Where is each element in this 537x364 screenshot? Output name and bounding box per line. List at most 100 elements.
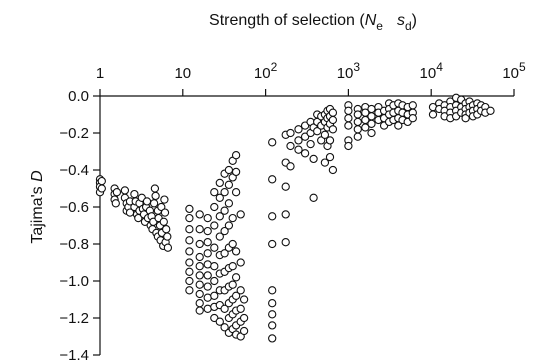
data-point-198 (328, 125, 338, 134)
data-point-90 (210, 291, 219, 300)
data-point-75 (203, 213, 212, 223)
y-ticks: 0.0 −0.2 −0.4 −0.6 −0.8 −1.0 −1.2 −1.4 (59, 88, 100, 364)
data-point-145 (239, 295, 249, 304)
data-points (95, 93, 495, 343)
data-point-151 (268, 239, 277, 249)
data-point-11 (120, 186, 130, 195)
data-point-92 (210, 313, 219, 323)
data-point-113 (224, 199, 234, 208)
data-point-173 (306, 139, 315, 149)
data-point-164 (286, 162, 295, 171)
data-point-55 (163, 243, 173, 252)
data-point-59 (185, 236, 194, 245)
data-point-142 (236, 304, 245, 313)
data-point-203 (344, 121, 353, 130)
data-point-134 (231, 273, 241, 282)
y-tick-label-5: −1.0 (59, 273, 89, 290)
data-point-131 (231, 167, 241, 177)
data-point-197 (328, 115, 338, 125)
data-point-106 (220, 249, 229, 258)
x-tick-label-5: 105 (502, 60, 526, 82)
data-point-207 (353, 110, 362, 119)
y-tick-label-2: −0.4 (59, 162, 89, 179)
data-point-110 (220, 323, 229, 332)
data-point-89 (210, 276, 219, 286)
data-point-161 (281, 238, 290, 247)
data-point-63 (185, 276, 194, 286)
data-point-199 (328, 165, 338, 175)
data-point-163 (286, 141, 295, 151)
y-tick-label-6: −1.2 (59, 310, 89, 327)
y-tick-label-4: −0.8 (59, 236, 89, 253)
data-point-165 (294, 125, 303, 134)
data-point-56 (185, 204, 194, 214)
data-point-140 (236, 258, 245, 267)
data-point-217 (367, 119, 376, 128)
y-tick-label-0: 0.0 (68, 88, 89, 105)
data-point-139 (236, 210, 245, 219)
data-point-64 (185, 286, 194, 295)
data-point-123 (228, 213, 237, 223)
data-point-81 (203, 282, 212, 291)
data-point-105 (220, 226, 229, 236)
data-point-196 (328, 108, 338, 117)
data-point-68 (195, 252, 204, 262)
data-point-104 (220, 206, 229, 215)
data-point-153 (268, 299, 277, 308)
data-point-80 (203, 271, 212, 280)
data-point-162 (286, 128, 295, 138)
data-point-49 (159, 217, 168, 226)
data-point-70 (195, 271, 204, 280)
data-point-71 (195, 280, 204, 289)
data-point-246 (428, 110, 438, 119)
data-point-69 (195, 262, 204, 271)
data-point-133 (231, 247, 241, 256)
data-point-175 (309, 154, 318, 164)
data-point-67 (195, 239, 204, 249)
data-point-176 (309, 193, 318, 202)
data-point-39 (151, 191, 160, 201)
data-point-195 (325, 152, 335, 162)
data-point-84 (210, 188, 219, 197)
x-tick-label-4: 104 (420, 60, 444, 82)
data-point-88 (210, 262, 219, 271)
data-point-126 (228, 280, 237, 289)
x-ticks: 1 10 102 103 104 105 (96, 60, 526, 96)
data-point-208 (353, 117, 362, 127)
data-point-280 (486, 106, 495, 115)
data-point-244 (408, 114, 417, 123)
x-tick-label-2: 102 (254, 60, 278, 82)
data-point-135 (231, 291, 241, 300)
data-point-201 (344, 106, 353, 115)
data-point-168 (300, 121, 310, 130)
data-point-185 (320, 130, 330, 139)
data-point-218 (367, 128, 376, 138)
data-point-149 (268, 175, 277, 184)
data-point-202 (344, 114, 353, 123)
y-tick-label-1: −0.2 (59, 125, 89, 142)
data-point-141 (236, 286, 245, 295)
x-tick-label-1: 10 (174, 65, 191, 82)
data-point-215 (367, 104, 376, 114)
data-point-5 (97, 184, 106, 193)
data-point-266 (461, 114, 470, 123)
data-point-101 (215, 317, 224, 326)
data-point-72 (195, 289, 204, 299)
data-point-109 (220, 304, 229, 313)
y-tick-label-7: −1.4 (59, 347, 89, 364)
data-point-242 (408, 101, 417, 110)
data-point-182 (317, 136, 326, 145)
data-point-30 (142, 197, 152, 206)
data-point-85 (210, 202, 219, 212)
data-point-46 (157, 202, 166, 212)
data-point-154 (268, 310, 277, 319)
data-point-155 (268, 321, 277, 330)
data-point-87 (210, 243, 219, 252)
data-point-124 (228, 239, 237, 249)
data-point-210 (353, 132, 362, 141)
x-tick-label-0: 1 (96, 65, 104, 82)
data-point-216 (367, 112, 376, 121)
data-point-130 (231, 151, 241, 160)
data-point-4 (97, 176, 106, 186)
data-point-18 (130, 189, 139, 199)
